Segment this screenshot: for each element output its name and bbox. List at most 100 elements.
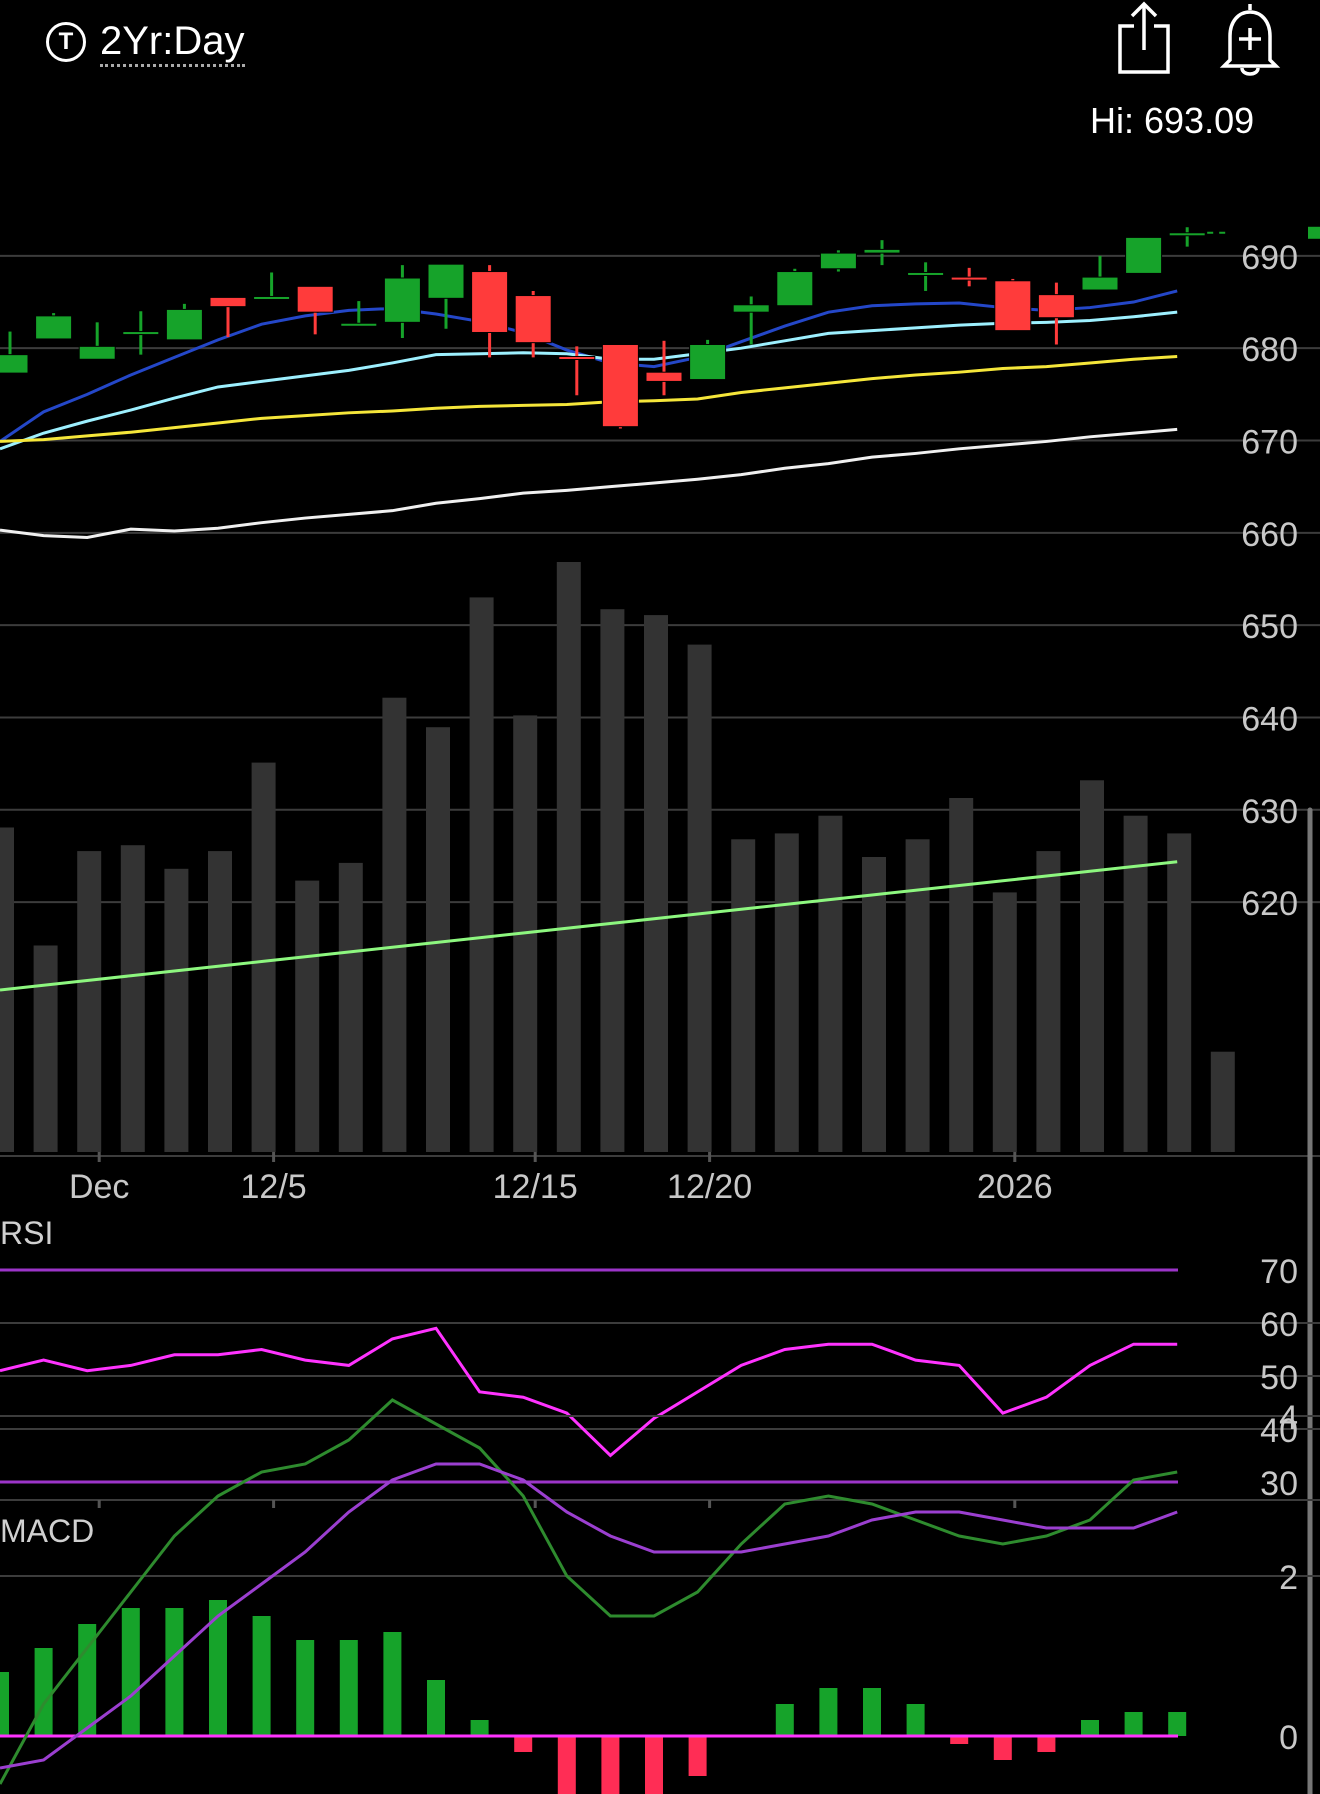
volume-bar bbox=[469, 597, 494, 1152]
rsi-tick-label: 30 bbox=[1260, 1465, 1298, 1503]
macd-histogram-bar bbox=[906, 1704, 925, 1736]
date-label: 12/20 bbox=[667, 1168, 752, 1206]
candle-body bbox=[776, 271, 814, 307]
volume-bar bbox=[556, 562, 581, 1152]
top-bar: T 2Yr:Day bbox=[0, 0, 1320, 100]
volume-bar bbox=[818, 815, 843, 1152]
volume-bar bbox=[1167, 833, 1192, 1152]
share-icon bbox=[1118, 1, 1170, 74]
macd-histogram bbox=[0, 1600, 1187, 1794]
rsi-line bbox=[0, 1326, 1178, 1458]
candle-body bbox=[514, 295, 552, 344]
range-selector-button[interactable]: T 2Yr:Day bbox=[46, 12, 245, 72]
macd-histogram-bar bbox=[993, 1736, 1012, 1760]
candle-body bbox=[819, 252, 857, 270]
candle-body bbox=[340, 322, 378, 327]
macd-histogram-bar bbox=[1124, 1712, 1143, 1736]
high-price-label: Hi: 693.09 bbox=[1090, 100, 1255, 141]
candle-body bbox=[165, 308, 203, 341]
candle bbox=[558, 346, 596, 396]
volume-bar bbox=[33, 945, 58, 1152]
candle bbox=[907, 262, 945, 291]
macd-histogram-bar bbox=[339, 1640, 358, 1736]
candle bbox=[994, 278, 1032, 332]
macd-histogram-bar bbox=[252, 1616, 271, 1736]
macd-histogram-bar bbox=[863, 1688, 881, 1736]
volume-bar bbox=[774, 833, 799, 1152]
macd-histogram-bar bbox=[819, 1688, 838, 1736]
last-price-marker bbox=[1308, 226, 1320, 239]
candle bbox=[732, 296, 770, 345]
candle-body bbox=[35, 315, 73, 340]
macd-histogram-bar bbox=[427, 1680, 445, 1736]
macd-histogram-bar bbox=[688, 1736, 707, 1776]
rsi-tick-label: 70 bbox=[1260, 1253, 1298, 1291]
candle-body bbox=[863, 248, 901, 254]
macd-histogram-bar bbox=[950, 1736, 969, 1744]
candle bbox=[776, 268, 814, 307]
macd-grid: 4 2 0 bbox=[0, 1399, 1320, 1757]
volume-bar bbox=[382, 697, 407, 1152]
candle-body bbox=[471, 271, 509, 333]
share-button[interactable] bbox=[1112, 0, 1174, 80]
candle bbox=[78, 322, 116, 360]
candle-body bbox=[950, 276, 988, 281]
candle bbox=[253, 272, 291, 300]
macd-tick-label: 0 bbox=[1279, 1719, 1298, 1757]
macd-histogram-bar bbox=[209, 1600, 227, 1736]
candle bbox=[819, 250, 857, 272]
add-alert-button[interactable] bbox=[1218, 0, 1282, 80]
price-tick-label: 690 bbox=[1241, 239, 1298, 277]
candle bbox=[0, 331, 29, 374]
candle-body bbox=[383, 277, 421, 323]
candle bbox=[296, 285, 334, 335]
volume-bar bbox=[600, 609, 625, 1152]
macd-tick-label: 4 bbox=[1279, 1399, 1298, 1437]
volume-bar bbox=[338, 862, 363, 1152]
candle bbox=[1037, 282, 1075, 345]
volume-bar bbox=[164, 868, 189, 1152]
volume-bars bbox=[0, 562, 1235, 1152]
volume-bar bbox=[687, 644, 712, 1152]
macd-tick-label: 2 bbox=[1279, 1559, 1298, 1597]
macd-histogram-bar bbox=[165, 1608, 184, 1736]
rsi-tick-label: 60 bbox=[1260, 1306, 1298, 1344]
candle-body bbox=[122, 331, 160, 336]
candle bbox=[383, 265, 421, 339]
candle bbox=[601, 343, 639, 429]
volume-bar bbox=[905, 839, 930, 1152]
macd-histogram-bar bbox=[601, 1736, 620, 1794]
macd-title: MACD bbox=[0, 1513, 94, 1549]
add-alert-bell-icon bbox=[1219, 4, 1281, 76]
rsi-tick-label: 50 bbox=[1260, 1359, 1298, 1397]
volume-bar bbox=[1080, 780, 1104, 1152]
volume-bar bbox=[644, 615, 668, 1152]
volume-bar bbox=[731, 839, 756, 1152]
price-tick-label: 630 bbox=[1241, 793, 1298, 831]
rsi-grid: 70 60 50 40 30 bbox=[0, 1253, 1320, 1503]
candle-body bbox=[907, 271, 945, 276]
volume-bar bbox=[120, 845, 145, 1152]
candle-body bbox=[689, 343, 727, 381]
date-label: 12/15 bbox=[493, 1168, 578, 1206]
ticker-icon: T bbox=[46, 22, 86, 62]
candle bbox=[427, 263, 465, 329]
candle-body bbox=[732, 304, 770, 313]
candle bbox=[122, 311, 160, 355]
candle-body bbox=[1037, 294, 1075, 319]
candle bbox=[689, 339, 727, 381]
date-label: 12/5 bbox=[241, 1168, 307, 1206]
candle-body bbox=[1081, 276, 1119, 291]
macd-histogram-bar bbox=[514, 1736, 533, 1752]
candle-body bbox=[558, 355, 596, 360]
price-moving-average-line bbox=[0, 354, 1178, 443]
volume-moving-average-line bbox=[0, 860, 1178, 992]
macd-line bbox=[0, 1398, 1178, 1785]
macd-histogram-bar bbox=[121, 1608, 140, 1736]
candle-body bbox=[0, 354, 29, 374]
candle bbox=[1168, 227, 1206, 247]
volume-bar bbox=[77, 851, 102, 1152]
candle bbox=[950, 267, 988, 287]
volume-bar bbox=[1123, 815, 1148, 1152]
